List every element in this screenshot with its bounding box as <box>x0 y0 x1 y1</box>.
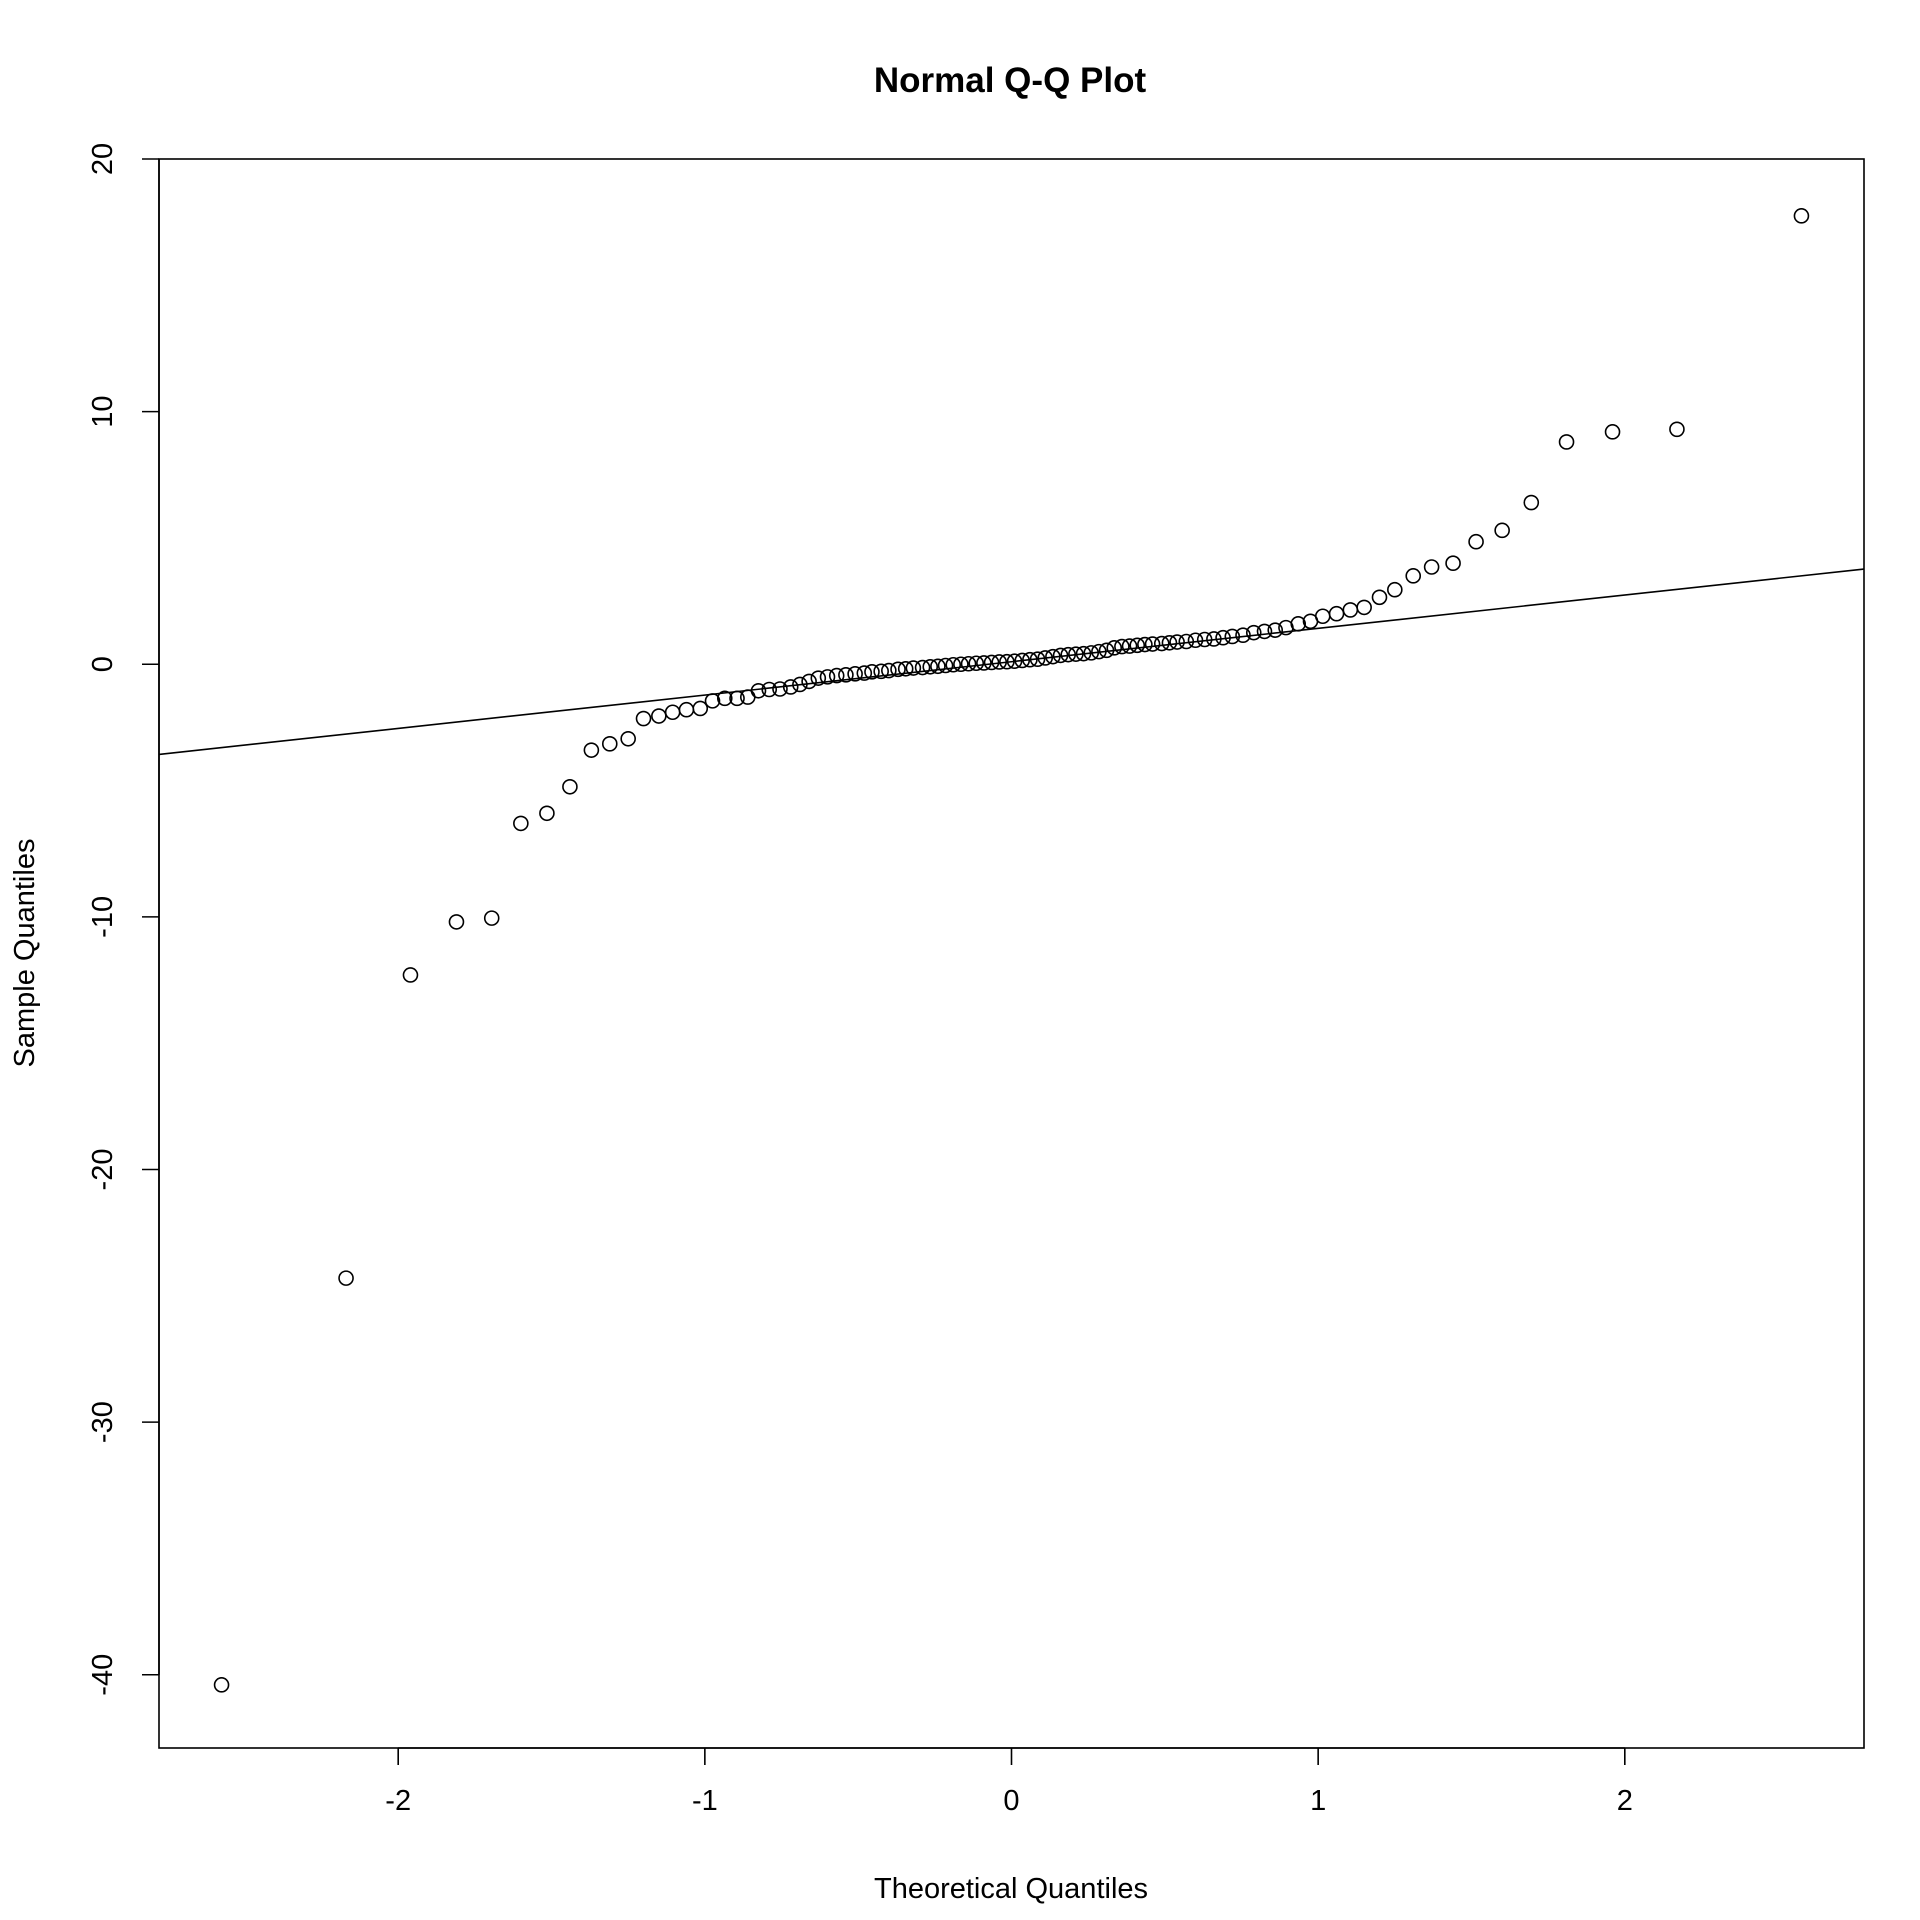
data-point <box>1371 589 1388 606</box>
data-point <box>1387 581 1403 598</box>
data-point <box>937 657 954 674</box>
data-point <box>864 664 880 680</box>
data-point <box>945 656 962 673</box>
data-point <box>1793 208 1810 224</box>
data-point <box>1423 559 1440 575</box>
data-point <box>847 666 863 682</box>
data-point <box>1445 555 1461 572</box>
y-axis-title: Sample Quantiles <box>9 839 41 1068</box>
chart-title: Normal Q-Q Plot <box>874 61 1147 100</box>
y-tick-label: 10 <box>87 395 119 427</box>
x-axis: -2 -1 0 1 2 <box>385 1747 1633 1817</box>
data-point <box>828 667 845 684</box>
data-point <box>922 658 939 675</box>
data-point <box>801 673 817 690</box>
data-point <box>1137 636 1153 653</box>
data-point <box>953 656 969 673</box>
y-tick-label: -30 <box>87 1401 119 1443</box>
data-point <box>402 967 419 983</box>
data-point <box>513 815 529 832</box>
data-point <box>905 660 922 676</box>
data-point <box>1106 640 1123 656</box>
qq-reference-line <box>158 568 1865 756</box>
y-tick-label: -20 <box>87 1149 119 1191</box>
data-point <box>1256 623 1273 640</box>
data-point <box>1114 638 1130 655</box>
x-axis-title: Theoretical Quantiles <box>874 1873 1148 1905</box>
data-point <box>539 805 555 822</box>
data-point <box>1245 624 1262 641</box>
data-point <box>338 1270 354 1286</box>
data-point <box>583 742 600 758</box>
data-point <box>1129 637 1146 654</box>
data-point <box>1144 636 1161 652</box>
data-point <box>976 655 992 671</box>
data-point <box>819 669 836 685</box>
data-point <box>1669 421 1685 438</box>
data-point <box>810 670 827 686</box>
data-point <box>635 710 652 727</box>
data-point <box>692 700 709 717</box>
data-point <box>1468 533 1484 550</box>
data-point <box>1267 622 1284 638</box>
data-point <box>873 663 889 680</box>
y-tick-label: 0 <box>87 656 119 672</box>
data-point <box>897 660 914 677</box>
data-point <box>213 1677 230 1693</box>
data-point <box>1169 634 1185 650</box>
x-tick-label: 2 <box>1617 1785 1633 1817</box>
data-point <box>856 665 873 681</box>
data-point <box>1558 434 1575 450</box>
data-point <box>1604 424 1621 440</box>
data-point <box>881 662 897 679</box>
data-point <box>1356 599 1372 616</box>
data-point <box>968 655 985 672</box>
data-point <box>1153 635 1170 652</box>
data-point <box>716 690 733 707</box>
data-point <box>601 736 618 752</box>
data-point <box>838 667 854 683</box>
data-point <box>930 658 946 675</box>
y-tick-label: -10 <box>87 896 119 938</box>
x-tick-label: 1 <box>1310 1785 1326 1817</box>
x-tick-label: -2 <box>385 1785 411 1817</box>
data-point <box>960 655 977 672</box>
data-point <box>1523 494 1540 511</box>
data-point <box>1121 638 1138 654</box>
x-tick-label: 0 <box>1003 1785 1019 1817</box>
data-point <box>483 910 500 926</box>
reference-line-group <box>158 568 1865 756</box>
y-axis: -40 -30 -20 -10 0 10 20 <box>87 143 160 1696</box>
x-tick-label: -1 <box>692 1785 718 1817</box>
data-point <box>914 659 931 676</box>
data-point <box>1494 522 1510 539</box>
data-point <box>448 914 465 930</box>
y-tick-label: -40 <box>87 1654 119 1696</box>
data-point <box>1161 634 1178 651</box>
data-point <box>620 730 636 747</box>
data-point <box>562 778 578 795</box>
y-tick-label: 20 <box>87 143 119 175</box>
data-point <box>890 661 906 678</box>
data-point <box>772 681 788 697</box>
data-point <box>1405 568 1422 584</box>
